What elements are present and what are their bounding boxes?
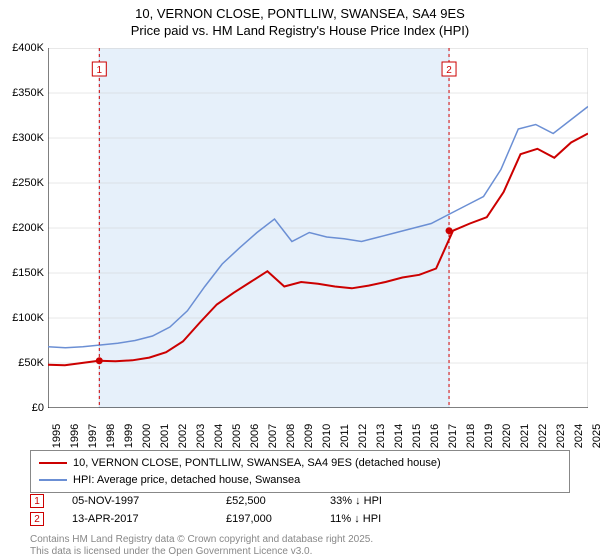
sale-date: 13-APR-2017 [72, 513, 202, 525]
x-tick-label: 2019 [483, 424, 495, 448]
y-tick-label: £400K [12, 42, 44, 54]
x-tick-label: 1997 [87, 424, 99, 448]
sale-marker: 1 [30, 494, 44, 508]
chart-svg: 12 [48, 48, 588, 408]
legend-label: 10, VERNON CLOSE, PONTLLIW, SWANSEA, SA4… [73, 455, 441, 472]
x-tick-label: 1998 [105, 424, 117, 448]
sale-pct: 11% ↓ HPI [330, 513, 460, 525]
legend-swatch [39, 462, 67, 464]
x-tick-label: 1996 [69, 424, 81, 448]
legend: 10, VERNON CLOSE, PONTLLIW, SWANSEA, SA4… [30, 450, 570, 493]
y-tick-label: £350K [12, 87, 44, 99]
sale-marker: 2 [30, 512, 44, 526]
sale-row: 1 05-NOV-1997 £52,500 33% ↓ HPI [30, 492, 570, 510]
x-tick-label: 2022 [537, 424, 549, 448]
x-tick-label: 2025 [591, 424, 600, 448]
chart-area: 12 [48, 48, 588, 408]
x-tick-label: 2018 [465, 424, 477, 448]
x-tick-label: 2021 [519, 424, 531, 448]
y-tick-label: £0 [32, 402, 44, 414]
title-block: 10, VERNON CLOSE, PONTLLIW, SWANSEA, SA4… [0, 0, 600, 42]
x-tick-label: 2006 [249, 424, 261, 448]
x-tick-label: 2012 [357, 424, 369, 448]
x-tick-label: 2011 [339, 424, 351, 448]
y-axis: £0£50K£100K£150K£200K£250K£300K£350K£400… [0, 48, 46, 408]
x-tick-label: 2002 [177, 424, 189, 448]
x-axis: 1995 1996 1997 1998 1999 2000 2001 2002 2003 2004… [48, 408, 588, 448]
sale-date: 05-NOV-1997 [72, 495, 202, 507]
legend-row: 10, VERNON CLOSE, PONTLLIW, SWANSEA, SA4… [39, 455, 561, 472]
x-tick-label: 2016 [429, 424, 441, 448]
x-tick-label: 2003 [195, 424, 207, 448]
x-tick-label: 2023 [555, 424, 567, 448]
y-tick-label: £300K [12, 132, 44, 144]
sale-row: 2 13-APR-2017 £197,000 11% ↓ HPI [30, 510, 570, 528]
x-tick-label: 2020 [501, 424, 513, 448]
sale-price: £197,000 [226, 513, 306, 525]
copyright: Contains HM Land Registry data © Crown c… [30, 534, 373, 558]
x-tick-label: 1999 [123, 424, 135, 448]
legend-label: HPI: Average price, detached house, Swan… [73, 472, 300, 489]
legend-swatch [39, 479, 67, 481]
x-tick-label: 2013 [375, 424, 387, 448]
y-tick-label: £100K [12, 312, 44, 324]
x-tick-label: 2014 [393, 424, 405, 448]
x-tick-label: 1995 [51, 424, 63, 448]
x-tick-label: 2001 [159, 424, 171, 448]
y-tick-label: £200K [12, 222, 44, 234]
x-tick-label: 2017 [447, 424, 459, 448]
title-line-1: 10, VERNON CLOSE, PONTLLIW, SWANSEA, SA4… [0, 6, 600, 23]
copyright-line-2: This data is licensed under the Open Gov… [30, 546, 373, 558]
x-tick-label: 2005 [231, 424, 243, 448]
svg-text:2: 2 [446, 65, 452, 76]
x-tick-label: 2000 [141, 424, 153, 448]
svg-text:1: 1 [97, 65, 103, 76]
x-tick-label: 2015 [411, 424, 423, 448]
legend-row: HPI: Average price, detached house, Swan… [39, 472, 561, 489]
sales-table: 1 05-NOV-1997 £52,500 33% ↓ HPI 2 13-APR-2017… [30, 492, 570, 528]
y-tick-label: £50K [18, 357, 44, 369]
x-tick-label: 2010 [321, 424, 333, 448]
chart-container: 10, VERNON CLOSE, PONTLLIW, SWANSEA, SA4… [0, 0, 600, 560]
x-tick-label: 2008 [285, 424, 297, 448]
x-tick-label: 2009 [303, 424, 315, 448]
copyright-line-1: Contains HM Land Registry data © Crown c… [30, 534, 373, 546]
x-tick-label: 2024 [573, 424, 585, 448]
sale-price: £52,500 [226, 495, 306, 507]
x-tick-label: 2004 [213, 424, 225, 448]
x-tick-label: 2007 [267, 424, 279, 448]
y-tick-label: £150K [12, 267, 44, 279]
y-tick-label: £250K [12, 177, 44, 189]
title-line-2: Price paid vs. HM Land Registry's House … [0, 23, 600, 40]
sale-pct: 33% ↓ HPI [330, 495, 460, 507]
